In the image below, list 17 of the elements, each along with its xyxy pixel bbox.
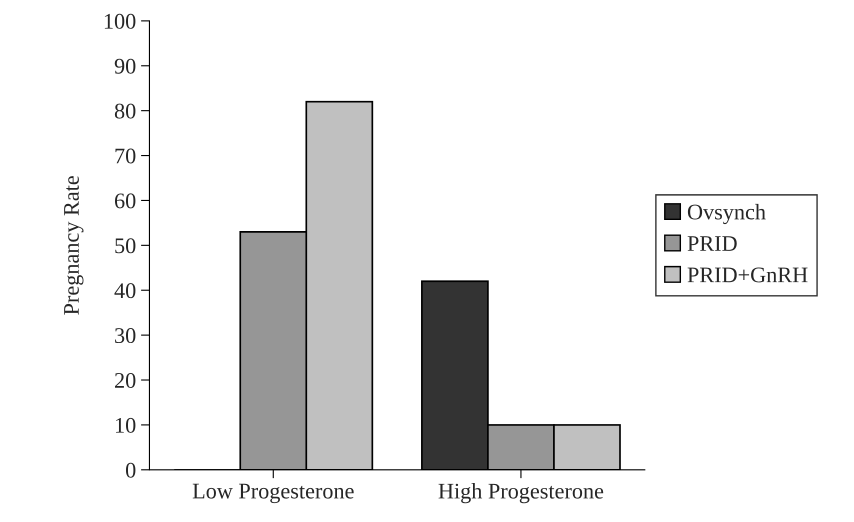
y-tick-label: 90 xyxy=(114,58,136,74)
y-tick-label: 0 xyxy=(126,462,136,478)
y-tick-label: 20 xyxy=(115,372,136,388)
y-axis-title: Pregnancy Rate xyxy=(64,176,84,315)
legend-label: PRID xyxy=(688,236,737,251)
y-tick-label: 10 xyxy=(116,418,136,433)
y-tick-label: 50 xyxy=(115,238,136,254)
y-tick-label: 80 xyxy=(114,104,136,119)
x-tick-label: Low Progesterone xyxy=(192,484,354,504)
y-tick-label: 40 xyxy=(114,283,136,298)
legend-label: PRID+GnRH xyxy=(688,267,808,282)
legend-label: Ovsynch xyxy=(688,204,766,224)
y-tick-label: 70 xyxy=(116,148,136,164)
y-tick-label: 100 xyxy=(104,14,136,29)
y-tick-label: 30 xyxy=(115,328,136,344)
y-tick-label: 60 xyxy=(114,193,136,208)
x-tick-label: High Progesterone xyxy=(438,482,604,504)
